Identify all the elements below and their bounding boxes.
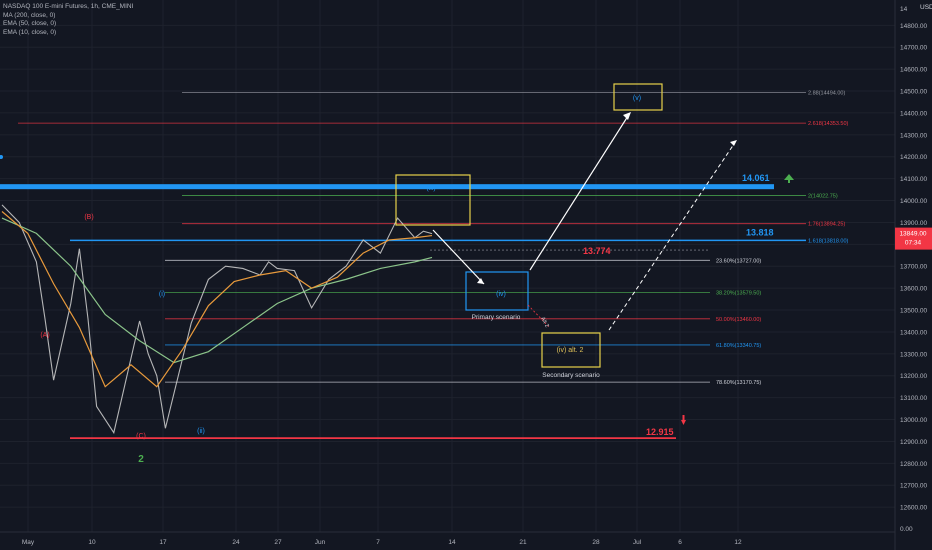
annotation-secondary: Secondary scenario — [542, 372, 600, 379]
alt-path-line — [527, 304, 550, 328]
fib-level-label: 78.60%(13170.75) — [716, 380, 761, 386]
y-tick-label: 13400.00 — [900, 329, 927, 336]
wave-label: (C) — [136, 433, 146, 440]
y-tick-label: 12900.00 — [900, 439, 927, 446]
chart-legend: NASDAQ 100 E-mini Futures, 1h, CME_MINI … — [3, 3, 133, 37]
indicator-ema10[interactable]: EMA (10, close, 0) — [3, 28, 57, 36]
x-tick-label: 14 — [448, 539, 456, 546]
arrowhead-icon — [623, 112, 631, 120]
x-tick-label: 24 — [232, 539, 240, 546]
down-arrow-icon — [681, 420, 686, 425]
currency-label: USD — [920, 4, 932, 11]
y-tick-label: 14700.00 — [900, 45, 927, 52]
edge-marker-icon — [0, 155, 3, 159]
x-tick-label: 12 — [734, 539, 742, 546]
x-tick-label: 21 — [519, 539, 527, 546]
primary-arrow-1 — [432, 229, 485, 285]
current-price-value: 13849.00 — [899, 231, 926, 238]
y-tick-label: 13600.00 — [900, 286, 927, 293]
y-tick-label: 14400.00 — [900, 110, 927, 117]
wave-label: (i) — [159, 291, 165, 298]
y-tick-label: 13100.00 — [900, 395, 927, 402]
wave-label: 2 — [138, 454, 144, 465]
indicator-ema50[interactable]: EMA (50, close, 0) — [3, 20, 57, 28]
key-level-label: 13.774 — [583, 246, 611, 256]
indicator-ma200[interactable]: MA (200, close, 0) — [3, 11, 56, 19]
scenario-box — [395, 174, 471, 226]
wave-label: (B) — [84, 214, 93, 221]
y-tick-label: 13000.00 — [900, 417, 927, 424]
y-tick-label: 13200.00 — [900, 373, 927, 380]
x-tick-label: Jul — [633, 539, 642, 546]
x-tick-label: 7 — [376, 539, 380, 546]
arrowhead-icon — [477, 278, 484, 284]
y-tick-label: 13700.00 — [900, 264, 927, 271]
fib-level-label: 50.00%(13460.00) — [716, 317, 761, 323]
key-level-band — [0, 184, 774, 190]
y-tick-label: 12600.00 — [900, 505, 927, 512]
scenario-box — [465, 271, 529, 311]
wave-label: (iv) alt. 2 — [557, 347, 584, 354]
current-price-countdown: 07:34 — [905, 240, 922, 247]
wave-label: (v) — [633, 95, 641, 102]
y-tick-label: 13500.00 — [900, 308, 927, 315]
scenario-box — [541, 332, 601, 368]
x-tick-label: 6 — [678, 539, 682, 546]
x-tick-label: 28 — [592, 539, 600, 546]
fib-level-label: 2.618(14353.50) — [808, 121, 849, 127]
up-arrow-stem-icon — [788, 180, 790, 183]
y-tick-label: 12800.00 — [900, 461, 927, 468]
scenario-box — [613, 83, 663, 111]
fib-level-label: 1.618(13818.00) — [808, 238, 849, 244]
x-tick-label: 10 — [88, 539, 96, 546]
key-level-label: 14.061 — [742, 173, 770, 183]
x-tick-label: 27 — [274, 539, 282, 546]
y-tick-label: 12700.00 — [900, 483, 927, 490]
series-line-1 — [1, 217, 433, 364]
grid — [0, 0, 895, 532]
arrowhead-icon — [730, 140, 737, 146]
y-tick-label: 14200.00 — [900, 154, 927, 161]
primary-arrow-2 — [529, 115, 629, 271]
wave-label: (A) — [40, 332, 49, 339]
wave-label: (iii) — [426, 185, 435, 192]
annotation-primary: Primary scenario — [472, 314, 521, 321]
wave-label: (ii) — [197, 428, 205, 435]
series-line-2 — [1, 211, 433, 388]
y-tick-label: 14500.00 — [900, 89, 927, 96]
secondary-arrow — [608, 143, 735, 331]
key-level-label: 12.915 — [646, 427, 674, 437]
up-arrow-icon — [784, 174, 794, 180]
y-tick-label-bottom: 0.00 — [900, 526, 913, 533]
x-tick-label: May — [22, 539, 35, 546]
y-tick-label: 14800.00 — [900, 23, 927, 30]
y-tick-label-top: 14 — [900, 6, 908, 13]
current-price-tag — [895, 227, 932, 250]
down-arrow-stem-icon — [682, 415, 685, 420]
y-tick-label: 14000.00 — [900, 198, 927, 205]
symbol-title: NASDAQ 100 E-mini Futures, 1h, CME_MINI — [3, 3, 134, 10]
y-tick-label: 14300.00 — [900, 132, 927, 139]
wave-label: (iv) — [496, 291, 506, 298]
y-tick-label: 13900.00 — [900, 220, 927, 227]
fib-level-label: 1.76(13894.25) — [808, 222, 845, 228]
annotation-alt: Alt 2 — [539, 316, 549, 329]
key-level-label: 13.818 — [746, 227, 774, 237]
y-tick-label: 13300.00 — [900, 351, 927, 358]
fib-level-label: 2.88(14494.00) — [808, 90, 845, 96]
series-line-0 — [1, 204, 433, 435]
fib-level-label: 23.60%(13727.00) — [716, 258, 761, 264]
y-tick-label: 14100.00 — [900, 176, 927, 183]
y-tick-label: 14600.00 — [900, 67, 927, 74]
fib-level-label: 38.20%(13579.50) — [716, 291, 761, 297]
x-tick-label: Jun — [315, 539, 326, 546]
x-tick-label: 17 — [159, 539, 167, 546]
fib-level-label: 2(14022.75) — [808, 194, 838, 200]
fib-level-label: 61.80%(13340.75) — [716, 343, 761, 349]
